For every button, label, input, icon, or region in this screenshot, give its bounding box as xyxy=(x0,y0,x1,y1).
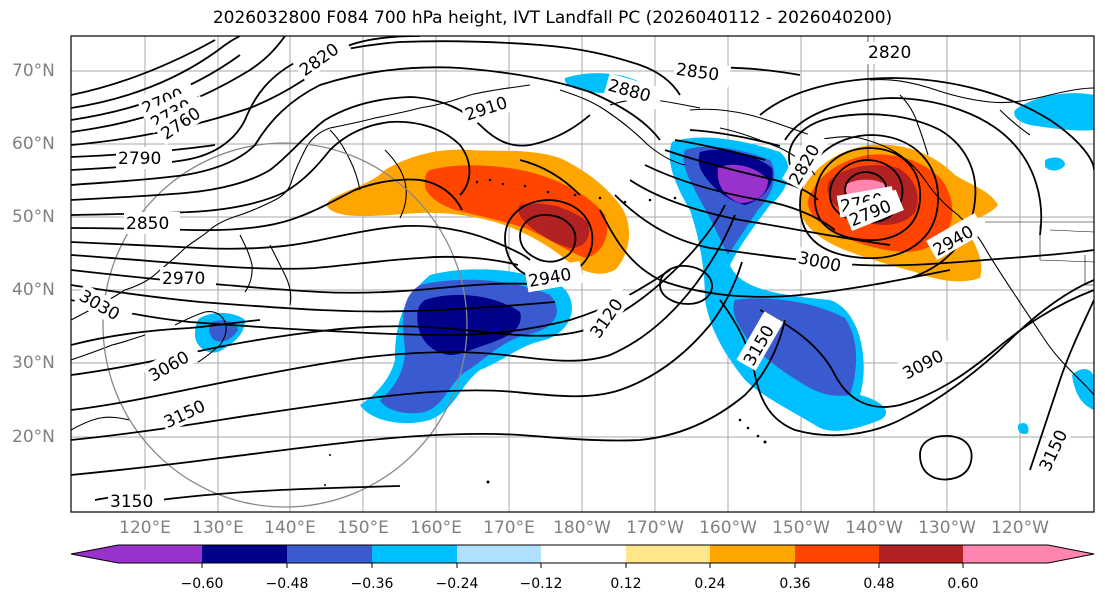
lon-label-150e: 150°E xyxy=(337,518,389,538)
contour-label: 2970 xyxy=(162,269,205,289)
lat-label-30n: 30°N xyxy=(12,353,55,373)
colorbar-tick-label: 0.24 xyxy=(694,576,726,592)
colorbar-max-extension xyxy=(1048,545,1094,563)
neg-region-us-coast xyxy=(1072,368,1094,410)
contour-label: 2820 xyxy=(868,43,911,63)
colorbar-tick-label: −0.48 xyxy=(265,576,309,592)
colorbar-bin xyxy=(795,545,879,563)
lon-label-140w: 140°W xyxy=(845,518,903,538)
colorbar-tick-label: 0.12 xyxy=(610,576,642,592)
lat-label-40n: 40°N xyxy=(12,280,55,300)
landfall-region-circle xyxy=(102,142,468,508)
lon-label-130w: 130°W xyxy=(918,518,976,538)
height-contours xyxy=(71,36,1094,501)
lon-label-180w: 180°W xyxy=(553,518,611,538)
lon-label-120w: 120°W xyxy=(991,518,1049,538)
colorbar-bin xyxy=(626,545,710,563)
contour-label: 2790 xyxy=(118,149,161,169)
colorbar-bin xyxy=(118,545,202,563)
neg-region-canada-small xyxy=(1045,157,1065,171)
lat-label-50n: 50°N xyxy=(12,207,55,227)
lon-label-160w: 160°W xyxy=(699,518,757,538)
colorbar xyxy=(70,544,1095,568)
colorbar-bin xyxy=(372,545,457,563)
colorbar-min-extension xyxy=(71,545,118,563)
lon-label-170e: 170°E xyxy=(483,518,535,538)
neg-region-hawaii xyxy=(1017,422,1029,435)
colorbar-tick-label: 0.60 xyxy=(947,576,979,592)
colorbar-tick-label: −0.36 xyxy=(350,576,394,592)
colorbar-bin xyxy=(541,545,626,563)
colorbar-bin xyxy=(963,545,1048,563)
contour-label: 3150 xyxy=(110,492,153,512)
lat-label-60n: 60°N xyxy=(12,134,55,154)
lon-label-140e: 140°E xyxy=(264,518,316,538)
map-frame xyxy=(70,35,1095,513)
lon-label-170w: 170°W xyxy=(626,518,684,538)
colorbar-bin xyxy=(202,545,287,563)
colorbar-tick-label: −0.60 xyxy=(180,576,224,592)
colorbar-bin xyxy=(287,545,372,563)
colorbar-bin xyxy=(710,545,795,563)
colorbar-tick-label: −0.12 xyxy=(519,576,563,592)
colorbar-tick-label: 0.36 xyxy=(779,576,811,592)
colorbar-tick-label: 0.48 xyxy=(863,576,895,592)
pos-region-kamchatka-core xyxy=(518,203,590,248)
colorbar-tick-label: −0.24 xyxy=(435,576,479,592)
lon-label-150w: 150°W xyxy=(772,518,830,538)
colorbar-bin xyxy=(457,545,541,563)
colorbar-outline xyxy=(70,544,1095,564)
colorbar-bin xyxy=(879,545,963,563)
neg-region-canada xyxy=(1014,93,1094,131)
lon-label-130e: 130°E xyxy=(192,518,244,538)
lat-label-20n: 20°N xyxy=(12,427,55,447)
lon-label-160e: 160°E xyxy=(410,518,462,538)
contour-label: 2850 xyxy=(126,214,169,234)
lat-label-70n: 70°N xyxy=(12,61,55,81)
plot-title: 2026032800 F084 700 hPa height, IVT Land… xyxy=(212,8,893,28)
lon-label-120e: 120°E xyxy=(119,518,171,538)
